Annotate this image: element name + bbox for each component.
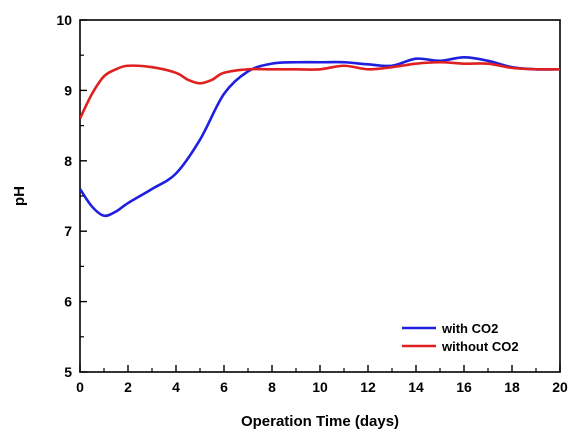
- x-tick-label: 8: [268, 379, 276, 395]
- x-tick-label: 6: [220, 379, 228, 395]
- x-axis-title: Operation Time (days): [241, 413, 399, 430]
- legend-label: without CO2: [441, 339, 519, 354]
- y-tick-label: 8: [64, 153, 72, 169]
- x-tick-label: 0: [76, 379, 84, 395]
- x-tick-label: 4: [172, 379, 180, 395]
- x-tick-label: 14: [408, 379, 424, 395]
- series-line-without-co2: [80, 60, 560, 120]
- x-tick-label: 2: [124, 379, 132, 395]
- y-axis-title: pH: [11, 186, 28, 206]
- y-tick-label: 9: [64, 82, 72, 98]
- y-tick-label: 7: [64, 223, 72, 239]
- x-tick-label: 20: [552, 379, 568, 395]
- x-tick-label: 12: [360, 379, 376, 395]
- legend: with CO2 without CO2: [402, 321, 519, 354]
- x-tick-label: 10: [312, 379, 328, 395]
- y-tick-label: 10: [56, 12, 72, 28]
- y-tick-label: 6: [64, 294, 72, 310]
- y-tick-label: 5: [64, 364, 72, 380]
- series-line-with-co2: [80, 56, 560, 218]
- x-tick-label: 18: [504, 379, 520, 395]
- ticks-layer: 0 2 4 6 8 10 12 14 16 18 20 5 6 7 8 9 10: [56, 12, 568, 395]
- legend-label: with CO2: [441, 321, 498, 336]
- series-layer: [80, 56, 560, 218]
- x-tick-label: 16: [456, 379, 472, 395]
- plot-frame: [79, 19, 561, 373]
